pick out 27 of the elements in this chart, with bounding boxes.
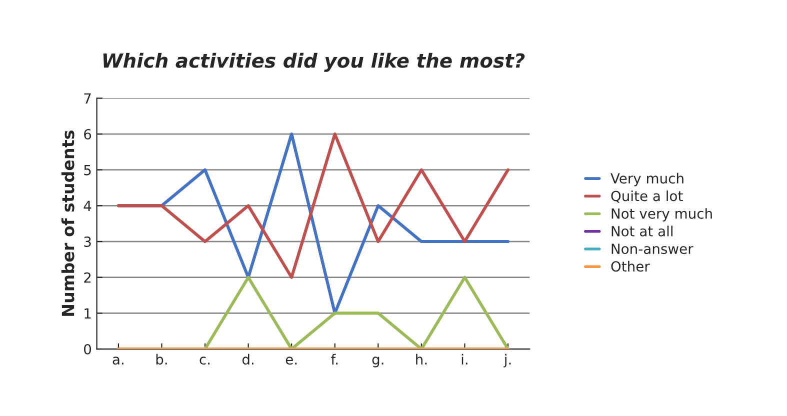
legend-label: Non-answer <box>612 244 694 254</box>
legend-label: Very much <box>610 172 684 186</box>
x-tick-label: f. <box>331 354 338 364</box>
y-tick-label: 2 <box>84 272 91 283</box>
x-tick-label: c. <box>200 356 210 365</box>
x-tick-label: a. <box>112 356 124 365</box>
x-tick-label: h. <box>416 354 427 364</box>
y-tick-label: 3 <box>84 236 91 247</box>
y-axis-title: Number of students <box>61 130 74 316</box>
chart-title: Which activities did you like the most? <box>103 52 525 72</box>
x-tick-label: g. <box>372 356 384 368</box>
y-tick-label: 4 <box>84 200 92 211</box>
x-tick-label: b. <box>156 354 167 365</box>
y-tick-label: 7 <box>84 93 91 104</box>
y-tick-label: 5 <box>84 165 91 176</box>
x-tick-label: e. <box>286 356 297 365</box>
x-tick-label: d. <box>242 354 254 365</box>
x-tick-label: i. <box>462 354 468 364</box>
y-tick-label: 6 <box>84 128 92 140</box>
legend-label: Not at all <box>612 226 672 236</box>
x-tick-label: j. <box>504 354 511 368</box>
legend-label: Quite a lot <box>611 190 683 203</box>
line-series <box>116 132 510 279</box>
y-tick-label: 0 <box>84 344 92 354</box>
y-tick-label: 1 <box>84 308 91 318</box>
legend-label: Not very much <box>612 208 712 222</box>
legend-label: Other <box>611 260 650 272</box>
